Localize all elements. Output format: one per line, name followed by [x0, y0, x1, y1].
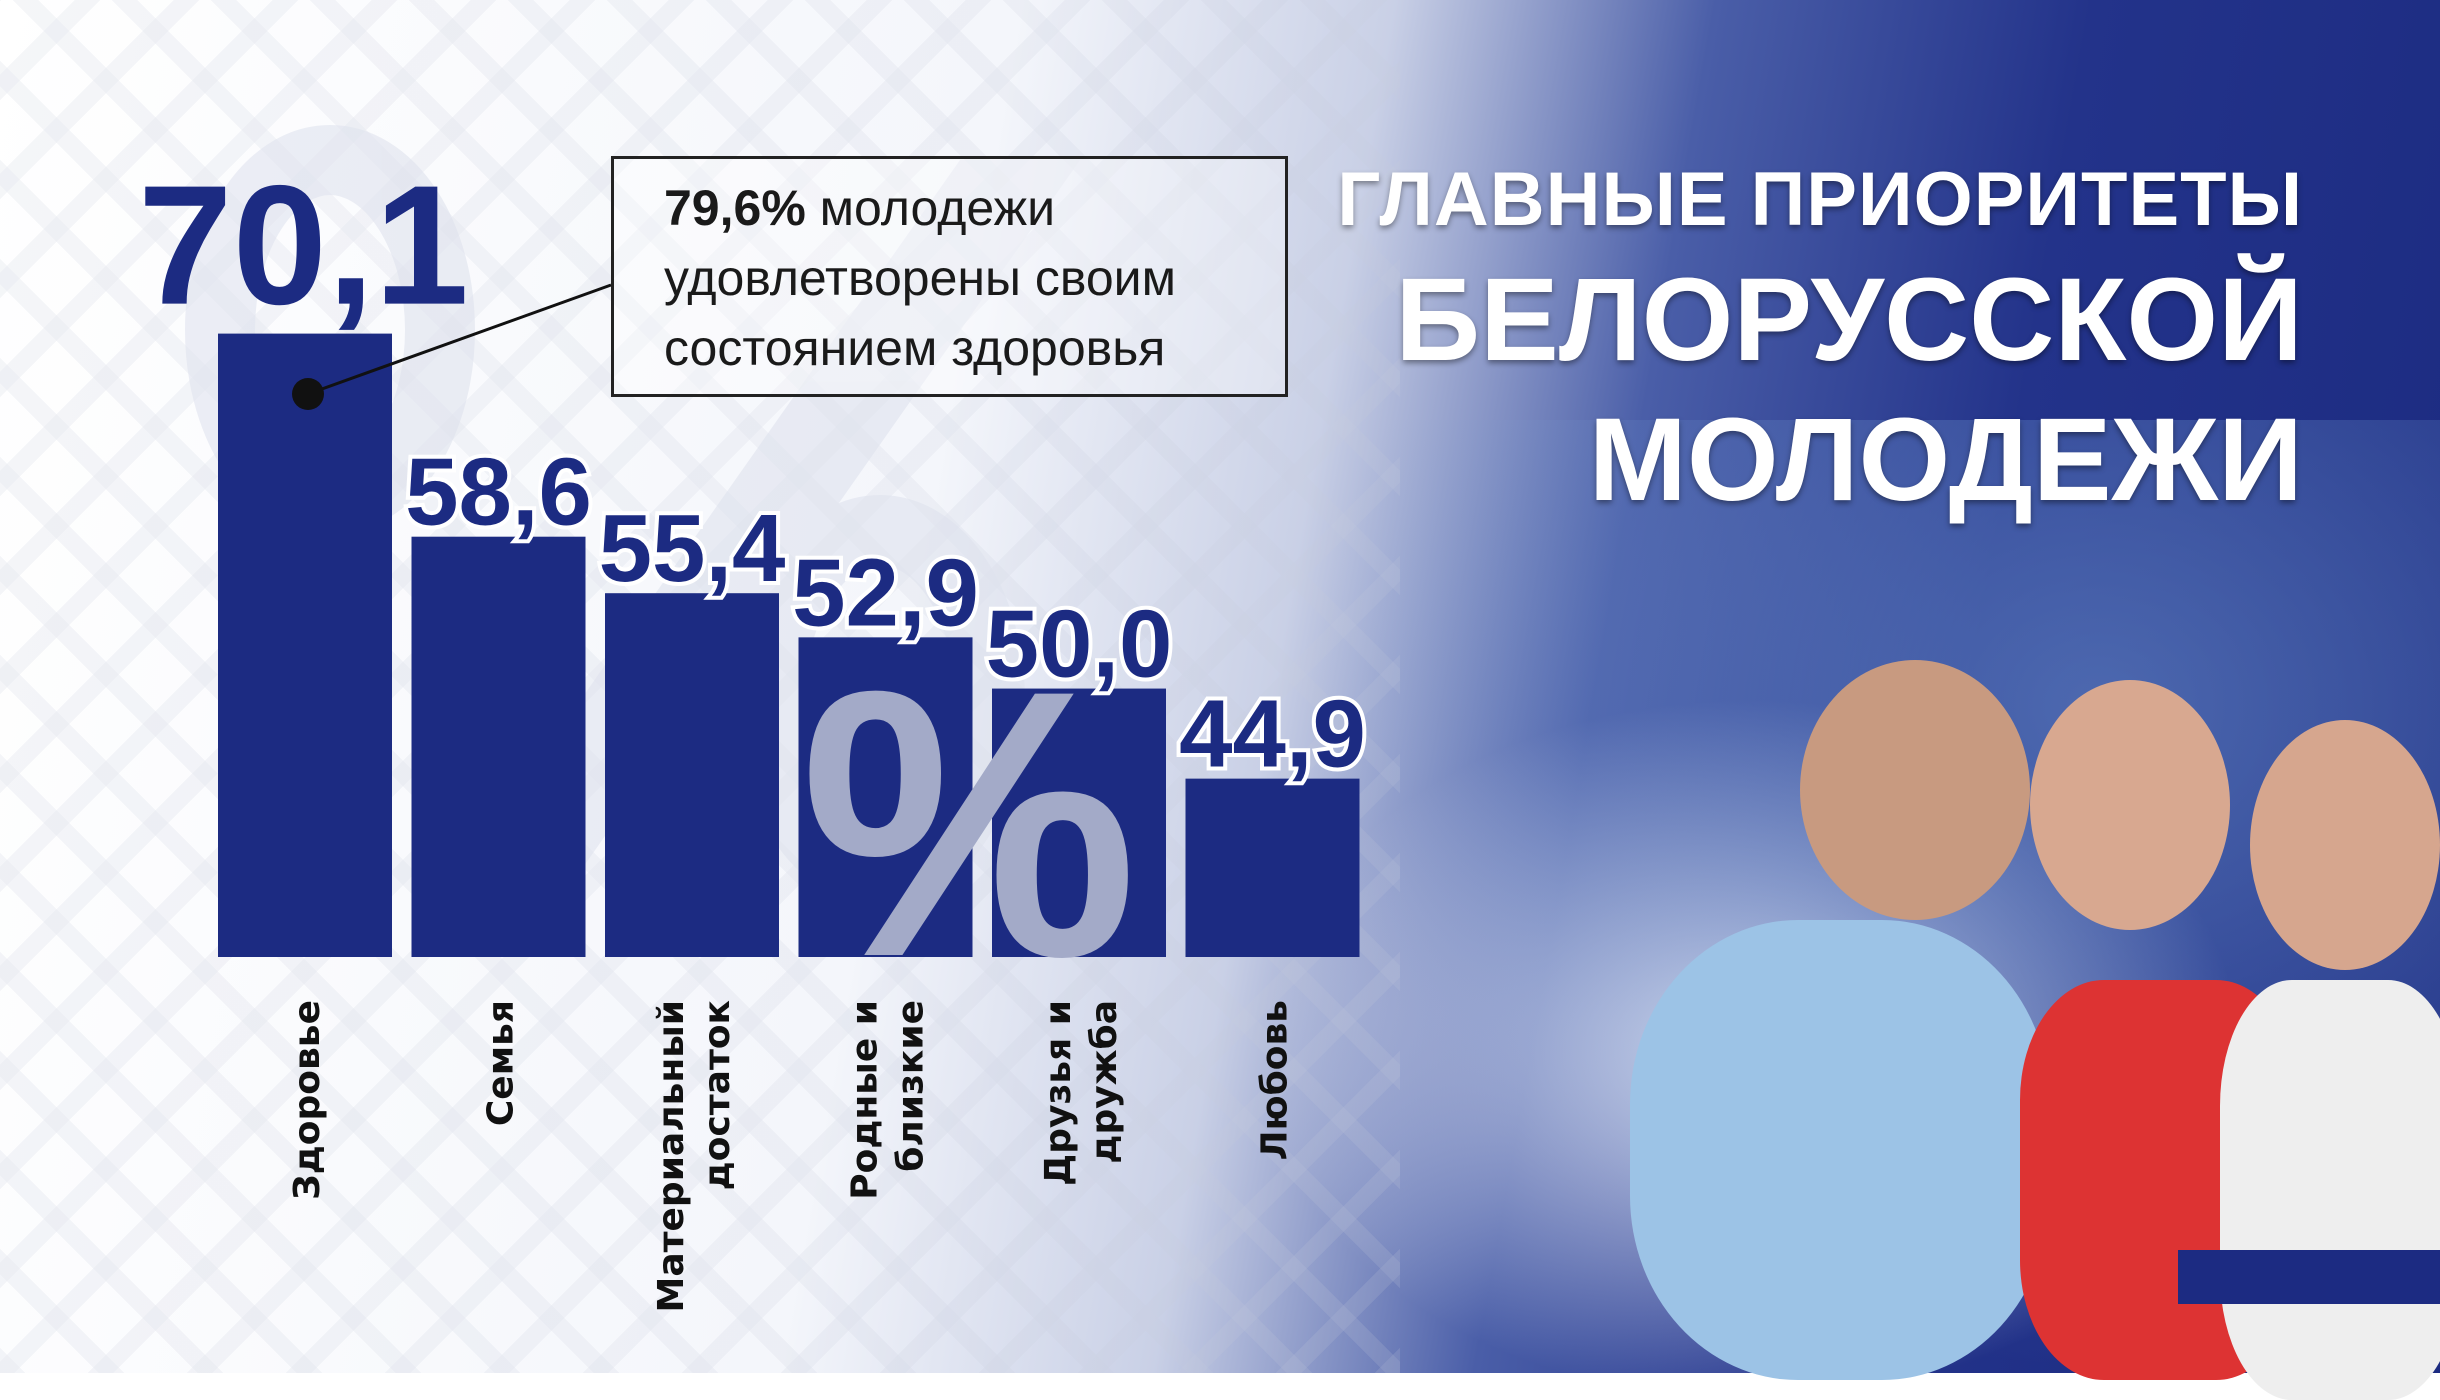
bar-5 — [1185, 778, 1360, 957]
title-line-3: МОЛОДЕЖИ — [1588, 394, 2303, 526]
bar-3 — [798, 637, 973, 957]
category-label-4: Друзья и — [1038, 1000, 1079, 1186]
callout-text: молодежи удовлетворены своим состоянием … — [664, 180, 1176, 376]
category-label-2: Материальный — [651, 1000, 692, 1312]
category-label-3: близкие — [891, 1000, 932, 1172]
bar-4 — [992, 688, 1166, 957]
callout-leader-line — [307, 283, 612, 396]
category-label-3: Родные и — [845, 1000, 886, 1200]
bar-1 — [411, 536, 586, 957]
title-line-2: БЕЛОРУССКОЙ — [1395, 254, 2303, 386]
bar-2 — [605, 593, 779, 957]
decorative-stripe — [2178, 1250, 2440, 1304]
percent-glyph: % — [800, 611, 1138, 1036]
callout-highlight: 79,6% — [664, 180, 806, 236]
value-label-2: 55,4 — [599, 495, 786, 602]
value-label-4: 50,0 — [986, 591, 1173, 698]
title-line-1: ГЛАВНЫЕ ПРИОРИТЕТЫ — [1337, 157, 2303, 242]
value-label-1: 58,6 — [405, 439, 592, 546]
value-label-3: 52,9 — [792, 539, 979, 646]
bar-0 — [218, 333, 392, 957]
category-label-5: Любовь — [1255, 1000, 1296, 1160]
category-label-2: достаток — [697, 1000, 738, 1190]
category-label-4: дружба — [1084, 1000, 1125, 1164]
category-label-1: Семья — [481, 1000, 522, 1126]
value-label-0: 70,1 — [138, 151, 469, 341]
value-label-5: 44,9 — [1179, 681, 1366, 788]
photo-young-people — [1300, 420, 2440, 1400]
page-title: ГЛАВНЫЕ ПРИОРИТЕТЫ БЕЛОРУССКОЙ МОЛОДЕЖИ — [1337, 150, 2303, 530]
callout-box: 79,6% молодежи удовлетворены своим состо… — [611, 156, 1288, 397]
category-label-0: Здоровье — [287, 1000, 328, 1200]
callout-dot — [292, 378, 324, 410]
